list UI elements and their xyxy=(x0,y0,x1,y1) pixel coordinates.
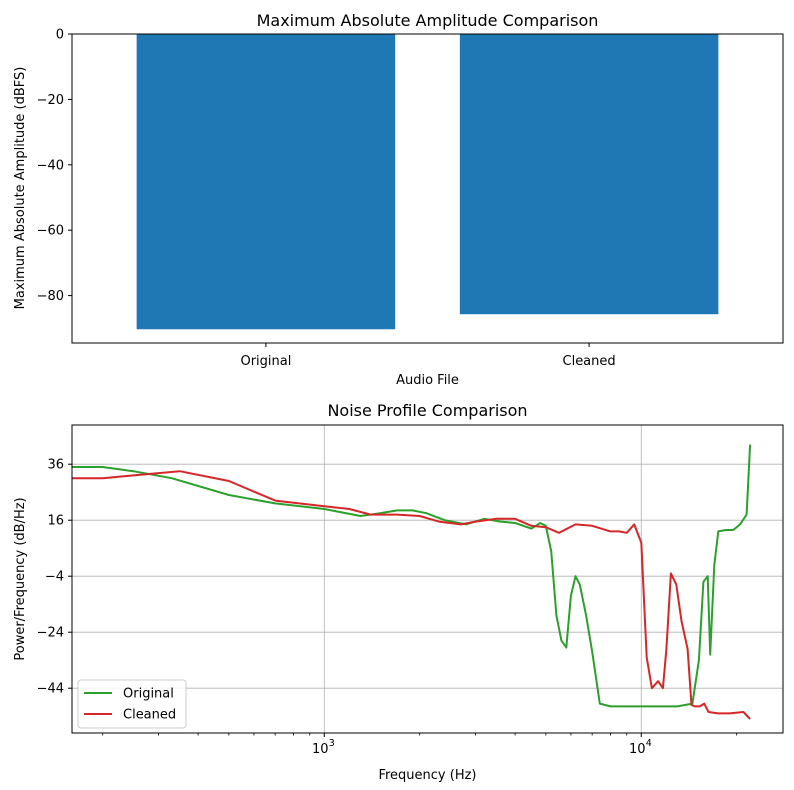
line-y-axis: 36 16 −4 −24 −44 xyxy=(37,458,72,697)
line-x-tick-exponent: 3 xyxy=(329,738,335,749)
line-x-axis: 10 3 10 4 xyxy=(102,733,738,757)
bar-y-tick-label: −20 xyxy=(37,93,64,108)
bar-original xyxy=(136,34,396,330)
bar-y-axis-label: Maximum Absolute Amplitude (dBFS) xyxy=(13,67,28,310)
bar-x-tick-label: Cleaned xyxy=(563,354,616,369)
line-series xyxy=(72,444,752,720)
line-x-axis-label: Frequency (Hz) xyxy=(378,768,476,783)
line-grid xyxy=(72,425,783,733)
bar-y-tick-label: −80 xyxy=(37,289,64,304)
bar-chart: 0 −20 −40 −60 −80 Original Cleaned Maximum Ab… xyxy=(13,11,784,388)
bar-y-axis: 0 −20 −40 −60 −80 xyxy=(37,28,72,304)
line-y-tick-label: 16 xyxy=(47,514,64,529)
series-line-original xyxy=(72,444,752,708)
line-y-tick-label: −44 xyxy=(37,682,64,697)
line-legend: Original Cleaned xyxy=(77,679,187,729)
series-line-cleaned xyxy=(72,470,751,720)
line-x-tick-label: 10 xyxy=(312,742,329,757)
legend-cleaned-label: Cleaned xyxy=(123,708,176,723)
line-y-axis-label: Power/Frequency (dB/Hz) xyxy=(13,497,28,660)
line-y-tick-label: −24 xyxy=(37,626,64,641)
bar-series xyxy=(136,34,719,330)
line-chart-title: Noise Profile Comparison xyxy=(327,401,527,420)
bar-chart-title: Maximum Absolute Amplitude Comparison xyxy=(257,11,599,30)
line-y-tick-label: −4 xyxy=(45,570,64,585)
line-y-tick-label: 36 xyxy=(47,458,64,473)
line-plot-frame xyxy=(71,424,784,734)
legend-original-label: Original xyxy=(123,687,174,702)
bar-y-tick-label: −60 xyxy=(37,224,64,239)
bar-cleaned xyxy=(459,34,719,315)
bar-x-axis-label: Audio File xyxy=(396,373,459,388)
bar-x-axis: Original Cleaned xyxy=(240,343,616,369)
line-x-tick-label: 10 xyxy=(629,742,646,757)
line-x-tick-exponent: 4 xyxy=(646,738,652,749)
bar-y-tick-label: −40 xyxy=(37,158,64,173)
bar-x-tick-label: Original xyxy=(240,354,291,369)
bar-plot-frame xyxy=(71,33,784,344)
bar-y-tick-label: 0 xyxy=(56,28,64,43)
